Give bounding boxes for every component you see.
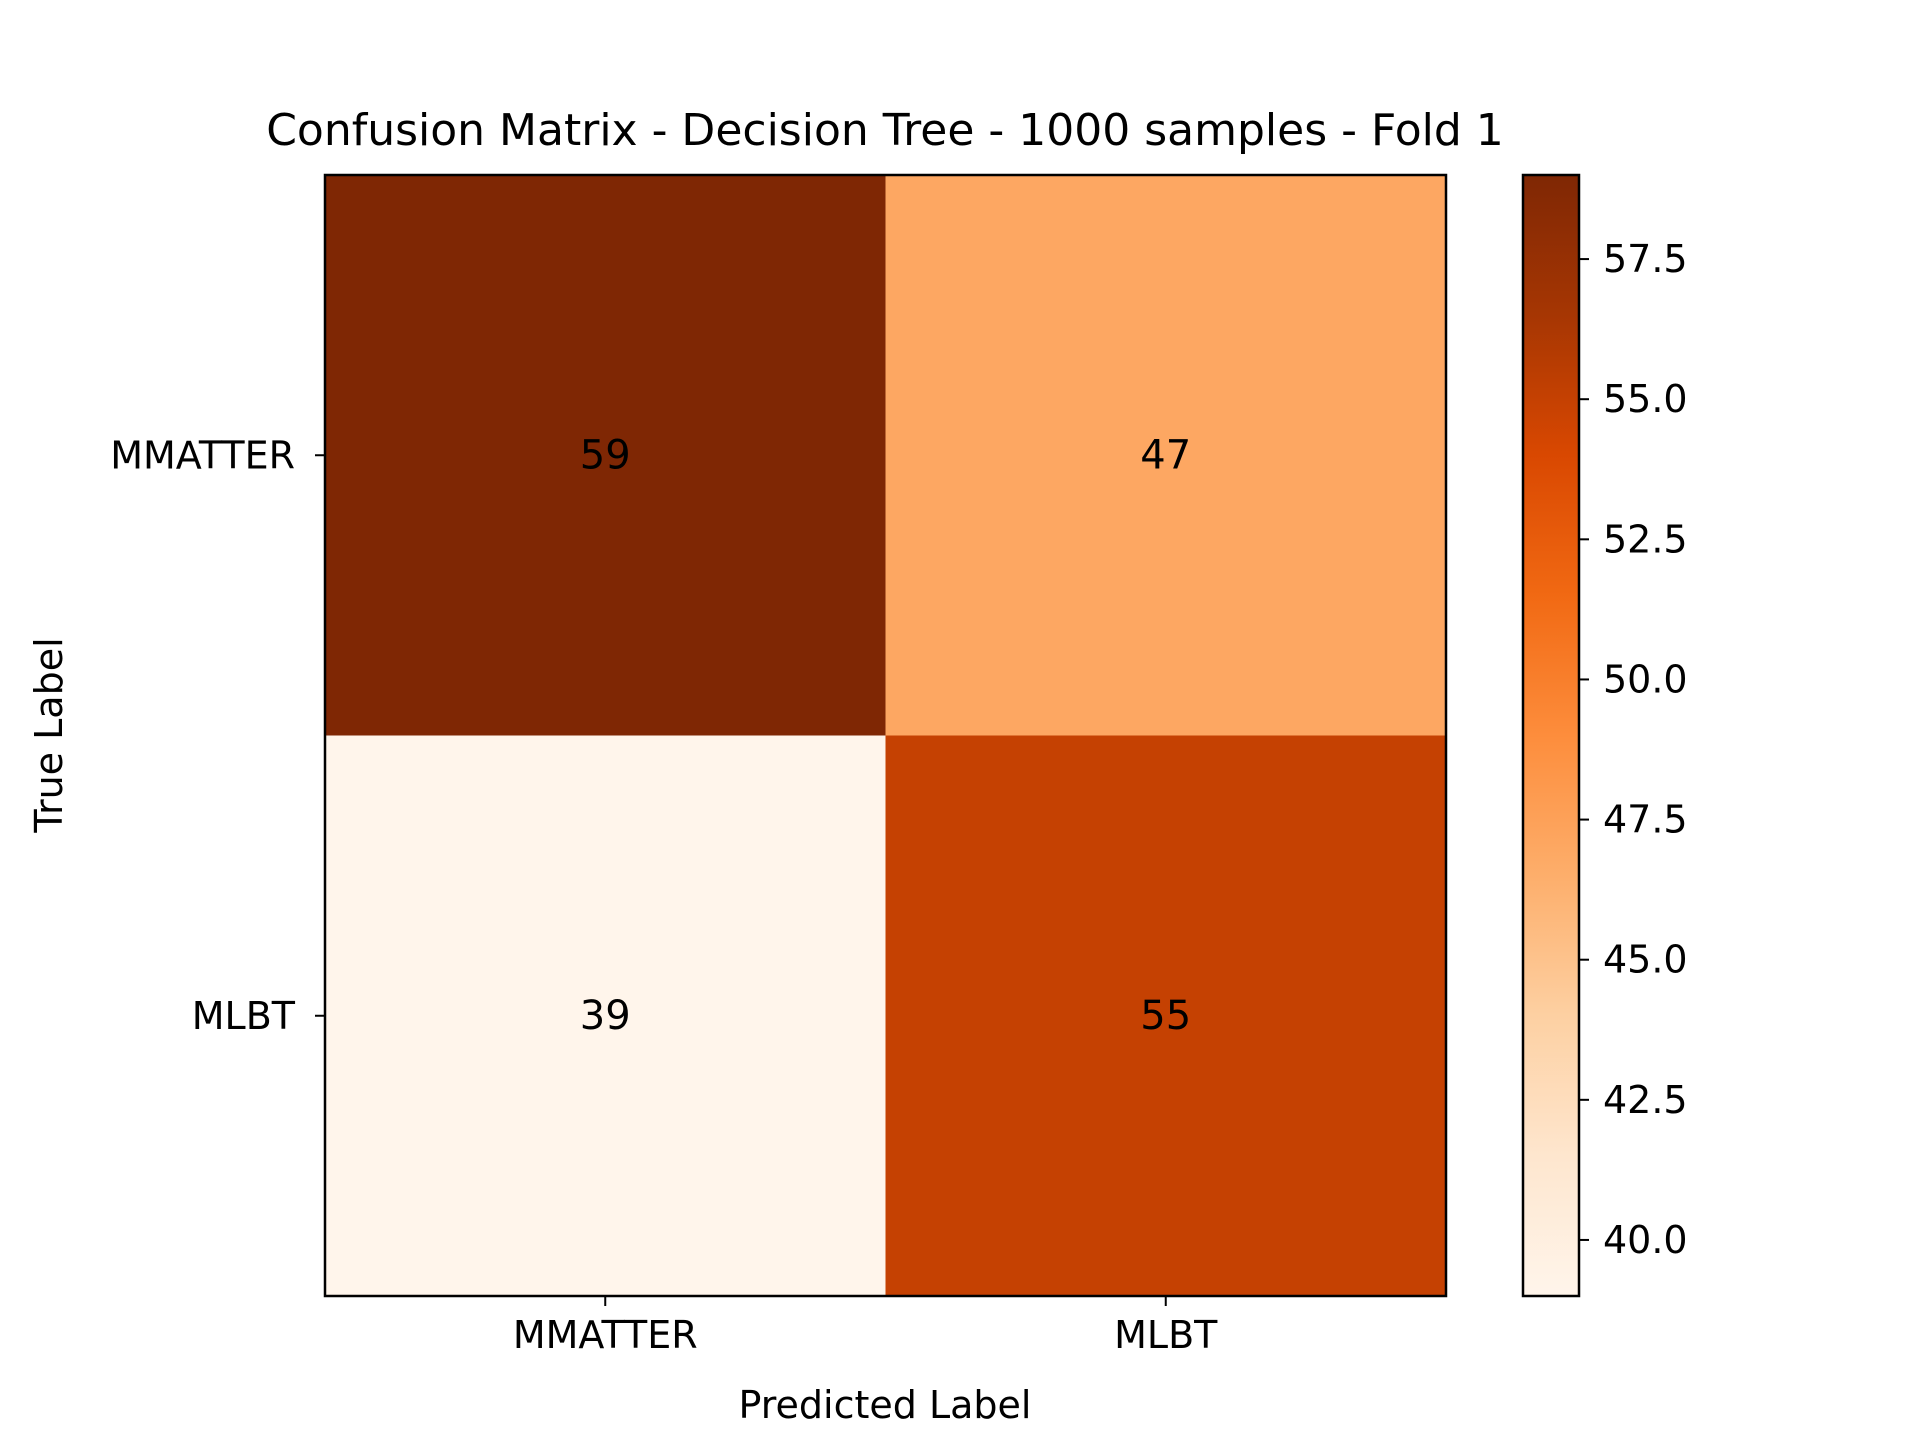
cell-value-label: 47 bbox=[1140, 432, 1191, 478]
y-tick-label: MLBT bbox=[192, 994, 296, 1038]
y-axis-label: True Label bbox=[27, 637, 71, 833]
plot-frame bbox=[323, 173, 1448, 1298]
x-tick-label: MLBT bbox=[1114, 1313, 1218, 1357]
x-axis-label: Predicted Label bbox=[739, 1383, 1032, 1427]
matrix-cell bbox=[325, 175, 886, 736]
x-axis: MMATTER MLBT bbox=[513, 1296, 1218, 1357]
x-tick-label: MMATTER bbox=[513, 1313, 698, 1357]
colorbar-tick-label: 57.5 bbox=[1603, 237, 1688, 281]
colorbar-tick-label: 52.5 bbox=[1603, 517, 1688, 561]
matrix-cell bbox=[325, 735, 886, 1297]
colorbar-tick-label: 40.0 bbox=[1603, 1218, 1688, 1262]
colorbar bbox=[1521, 173, 1581, 1298]
chart-title: Confusion Matrix - Decision Tree - 1000 … bbox=[266, 105, 1504, 156]
cell-value-label: 39 bbox=[580, 993, 631, 1039]
matrix-cells bbox=[325, 175, 1447, 1297]
matrix-cell bbox=[885, 175, 1447, 736]
cell-value-label: 59 bbox=[580, 432, 631, 478]
matrix-cell bbox=[885, 735, 1447, 1297]
colorbar-tick-label: 50.0 bbox=[1603, 657, 1688, 701]
colorbar-tick-label: 55.0 bbox=[1603, 377, 1688, 421]
y-tick-label: MMATTER bbox=[110, 433, 295, 477]
matrix-cell-labels: 59 47 39 55 bbox=[580, 432, 1191, 1039]
y-axis: MMATTER MLBT bbox=[110, 433, 325, 1038]
colorbar-tick-label: 45.0 bbox=[1603, 938, 1688, 982]
colorbar-tick-label: 42.5 bbox=[1603, 1078, 1688, 1122]
colorbar-tick-label: 47.5 bbox=[1603, 798, 1688, 842]
cell-value-label: 55 bbox=[1140, 993, 1191, 1039]
colorbar-ticks: 40.0 42.5 45.0 47.5 50.0 52.5 55.0 57.5 bbox=[1579, 237, 1688, 1262]
